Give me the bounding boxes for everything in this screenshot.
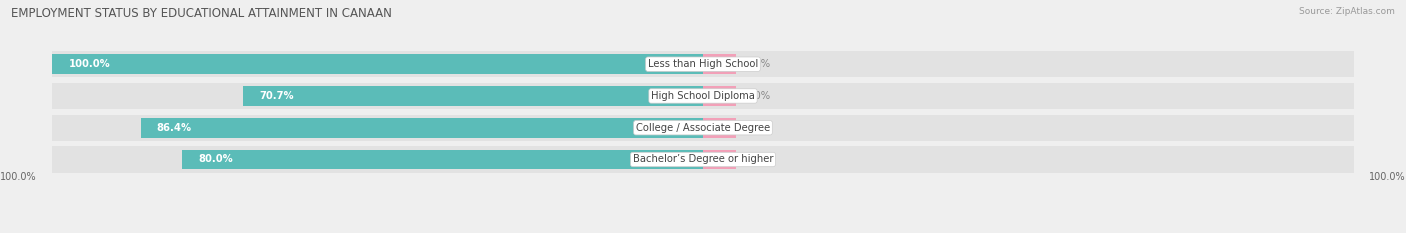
Bar xyxy=(703,115,1354,141)
Bar xyxy=(141,118,703,137)
Bar xyxy=(183,150,703,169)
Text: Less than High School: Less than High School xyxy=(648,59,758,69)
Bar xyxy=(703,147,1354,172)
Text: 0.0%: 0.0% xyxy=(745,123,770,133)
Bar xyxy=(703,150,735,169)
Text: 0.0%: 0.0% xyxy=(745,154,770,164)
Bar xyxy=(52,83,703,109)
Text: EMPLOYMENT STATUS BY EDUCATIONAL ATTAINMENT IN CANAAN: EMPLOYMENT STATUS BY EDUCATIONAL ATTAINM… xyxy=(11,7,392,20)
Bar xyxy=(52,115,703,141)
Text: 100.0%: 100.0% xyxy=(69,59,110,69)
Bar xyxy=(703,54,735,74)
Text: High School Diploma: High School Diploma xyxy=(651,91,755,101)
Text: 70.7%: 70.7% xyxy=(259,91,294,101)
Bar xyxy=(52,147,703,172)
Text: 0.0%: 0.0% xyxy=(745,91,770,101)
Text: 86.4%: 86.4% xyxy=(157,123,193,133)
Text: Source: ZipAtlas.com: Source: ZipAtlas.com xyxy=(1299,7,1395,16)
Text: 100.0%: 100.0% xyxy=(1369,172,1406,182)
Bar xyxy=(52,51,703,77)
Text: College / Associate Degree: College / Associate Degree xyxy=(636,123,770,133)
Bar xyxy=(243,86,703,106)
Bar xyxy=(703,86,735,106)
Text: 0.0%: 0.0% xyxy=(745,59,770,69)
Bar xyxy=(52,54,703,74)
Text: 80.0%: 80.0% xyxy=(198,154,233,164)
Bar xyxy=(703,51,1354,77)
Bar xyxy=(703,83,1354,109)
Text: 100.0%: 100.0% xyxy=(0,172,37,182)
Text: Bachelor’s Degree or higher: Bachelor’s Degree or higher xyxy=(633,154,773,164)
Bar xyxy=(703,118,735,137)
